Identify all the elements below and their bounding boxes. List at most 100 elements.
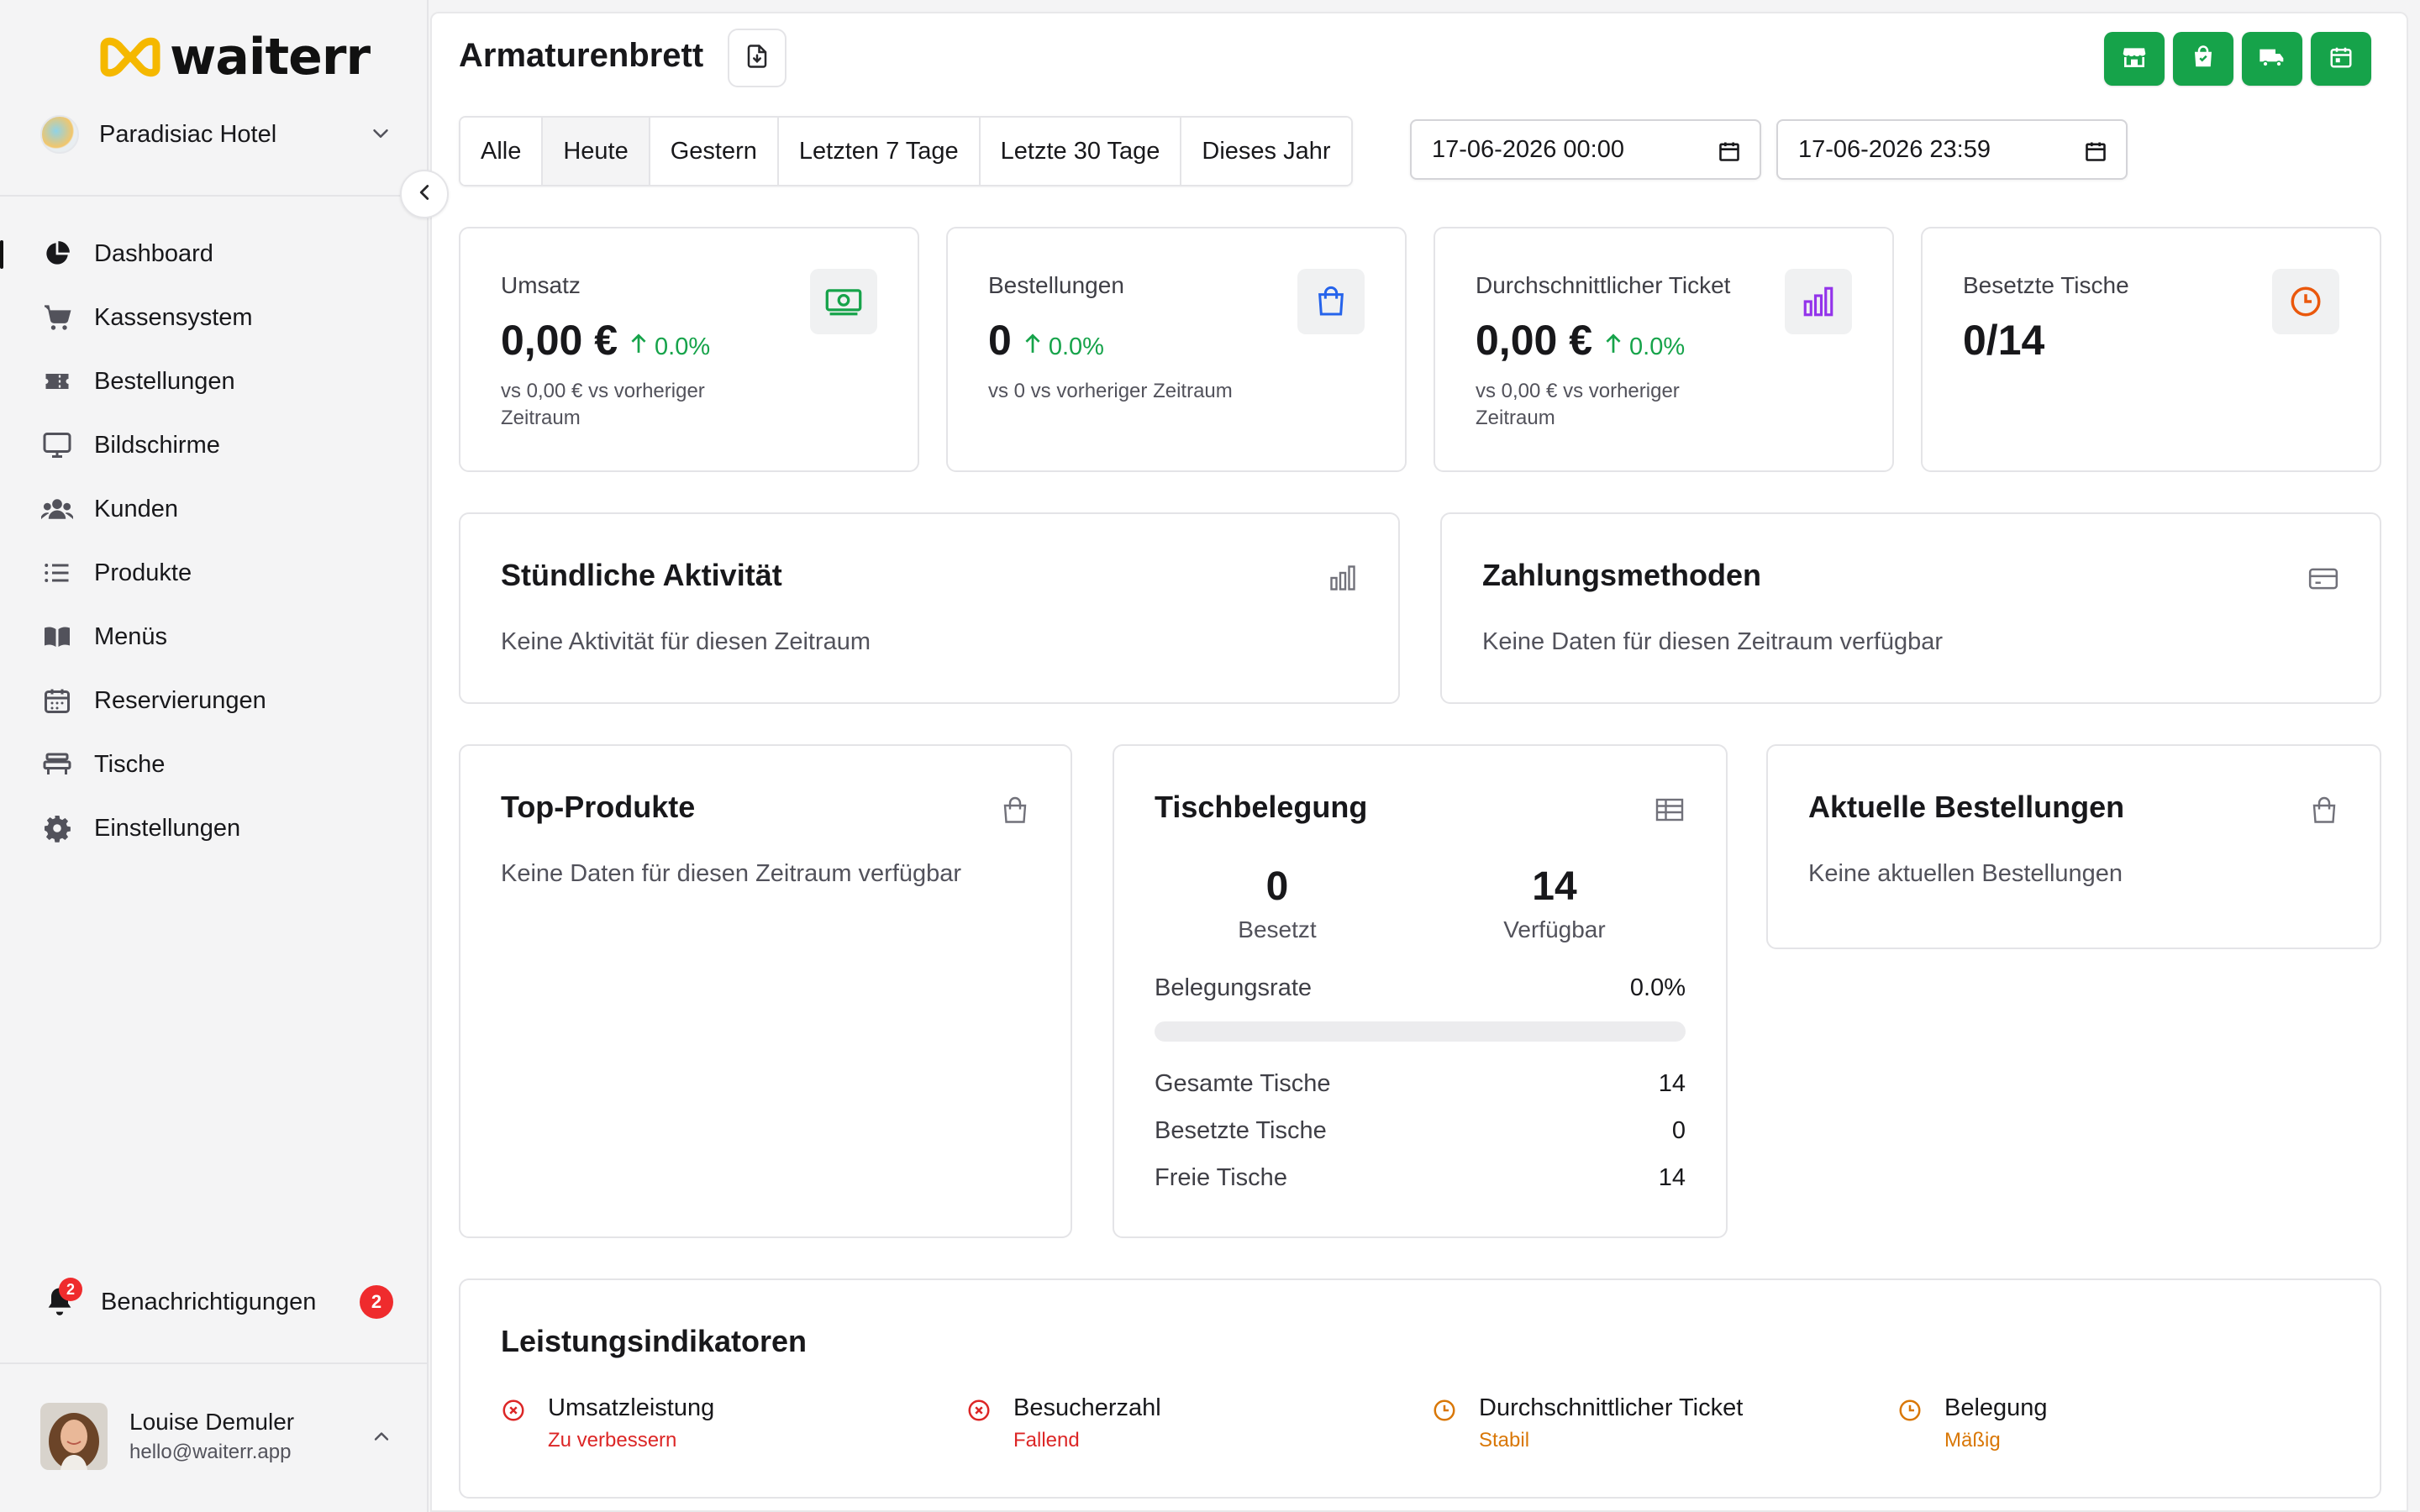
sidebar-item-kassensystem[interactable]: Kassensystem bbox=[0, 286, 429, 349]
kpi-value-row: 0 0.0% bbox=[988, 316, 1104, 365]
empty-state: Keine aktuellen Bestellungen bbox=[1808, 860, 2123, 887]
notifications-button[interactable]: 2 Benachrichtigungen 2 bbox=[40, 1277, 393, 1327]
sidebar-item-bestellungen[interactable]: Bestellungen bbox=[0, 349, 429, 413]
sidebar-item-label: Menüs bbox=[94, 622, 168, 650]
indicator-status: Zu verbessern bbox=[548, 1429, 677, 1452]
table-grid-icon bbox=[1654, 795, 1686, 829]
available-stat: 14 Verfügbar bbox=[1479, 864, 1630, 943]
performance-indicators-card: Leistungsindikatoren Umsatzleistung Zu v… bbox=[459, 1278, 2381, 1499]
shopping-bag-icon bbox=[1297, 269, 1365, 334]
kpi-delta-value: 0.0% bbox=[1048, 333, 1104, 360]
indicator-average-ticket: Durchschnittlicher Ticket Stabil bbox=[1432, 1394, 1743, 1452]
kpi-delta: 0.0% bbox=[629, 333, 710, 361]
period-last-30-days[interactable]: Letzte 30 Tage bbox=[980, 118, 1182, 185]
kpi-delta: 0.0% bbox=[1023, 333, 1104, 361]
arrow-up-icon bbox=[629, 333, 648, 361]
recent-orders-card: Aktuelle Bestellungen Keine aktuellen Be… bbox=[1766, 744, 2381, 949]
sidebar-item-produkte[interactable]: Produkte bbox=[0, 541, 429, 605]
avatar bbox=[40, 1403, 108, 1470]
indicator-title: Durchschnittlicher Ticket bbox=[1479, 1394, 1744, 1421]
indicator-status: Mäßig bbox=[1944, 1429, 2001, 1452]
indicator-visitors: Besucherzahl Fallend bbox=[966, 1394, 1161, 1452]
stat-label: Besetzte Tische bbox=[1155, 1117, 1327, 1144]
monitor-icon bbox=[40, 428, 74, 462]
main-content: Armaturenbrett bbox=[430, 12, 2408, 1512]
occupied-label: Besetzt bbox=[1238, 916, 1317, 942]
card-title: Top-Produkte bbox=[501, 790, 696, 824]
indicator-title: Belegung bbox=[1944, 1394, 2048, 1421]
credit-card-icon bbox=[2307, 563, 2339, 599]
user-menu[interactable]: Louise Demuler hello@waiterr.app bbox=[40, 1403, 393, 1470]
store-button[interactable] bbox=[2104, 32, 2165, 86]
hotel-selector[interactable]: Paradisiac Hotel bbox=[40, 114, 393, 155]
export-button[interactable] bbox=[728, 29, 786, 87]
card-title: Aktuelle Bestellungen bbox=[1808, 790, 2125, 824]
indicator-text: Durchschnittlicher Ticket Stabil bbox=[1479, 1394, 1743, 1452]
date-to-input[interactable]: 17-06-2026 23:59 bbox=[1776, 119, 2128, 180]
book-icon bbox=[40, 620, 74, 654]
kpi-comparison: vs 0,00 € vs vorheriger Zeitraum bbox=[501, 380, 705, 429]
notification-badge: 2 bbox=[59, 1278, 82, 1301]
sidebar-nav: Dashboard Kassensystem Bestellungen Bild… bbox=[0, 222, 429, 860]
sidebar-item-menus[interactable]: Menüs bbox=[0, 605, 429, 669]
kpi-card-occupied-tables: Besetzte Tische 0/14 bbox=[1921, 227, 2381, 472]
period-yesterday[interactable]: Gestern bbox=[650, 118, 779, 185]
clock-icon bbox=[1432, 1398, 1457, 1423]
occupancy-rate-row: Belegungsrate 0.0% bbox=[1155, 974, 1686, 1002]
period-today[interactable]: Heute bbox=[543, 118, 650, 185]
stat-value: 0 bbox=[1671, 1117, 1686, 1144]
date-to-value: 17-06-2026 23:59 bbox=[1798, 135, 1991, 163]
occupancy-rate-label: Belegungsrate bbox=[1155, 974, 1313, 1001]
period-all[interactable]: Alle bbox=[460, 118, 544, 185]
shopping-bag-icon bbox=[1000, 795, 1030, 831]
period-last-7-days[interactable]: Letzten 7 Tage bbox=[778, 118, 981, 185]
date-from-input[interactable]: 17-06-2026 00:00 bbox=[1410, 119, 1761, 180]
sidebar-item-dashboard[interactable]: Dashboard bbox=[0, 222, 429, 286]
collapse-sidebar-button[interactable] bbox=[400, 170, 449, 218]
delivery-button[interactable] bbox=[2242, 32, 2302, 86]
available-label: Verfügbar bbox=[1503, 916, 1606, 942]
brand-logo[interactable]: waiterr bbox=[99, 28, 371, 87]
takeaway-button[interactable] bbox=[2173, 32, 2233, 86]
arrow-up-icon bbox=[1604, 333, 1623, 361]
kpi-delta-value: 0.0% bbox=[655, 333, 711, 360]
sidebar-item-tische[interactable]: Tische bbox=[0, 732, 429, 796]
period-this-year[interactable]: Dieses Jahr bbox=[1181, 118, 1351, 185]
clock-icon bbox=[2272, 269, 2339, 334]
kpi-delta-value: 0.0% bbox=[1629, 333, 1686, 360]
indicator-text: Belegung Mäßig bbox=[1944, 1394, 2048, 1452]
sidebar-item-label: Bildschirme bbox=[94, 431, 220, 459]
arrow-up-icon bbox=[1023, 333, 1042, 361]
bell-icon: 2 bbox=[40, 1278, 82, 1321]
kpi-value: 0/14 bbox=[1963, 317, 2045, 364]
card-title: Zahlungsmethoden bbox=[1482, 558, 1761, 592]
sidebar-item-kunden[interactable]: Kunden bbox=[0, 477, 429, 541]
brand-name: waiterr bbox=[170, 28, 371, 87]
empty-state: Keine Daten für diesen Zeitraum verfügba… bbox=[501, 860, 962, 887]
kpi-value: 0,00 € bbox=[1476, 317, 1593, 364]
sidebar-item-reservierungen[interactable]: Reservierungen bbox=[0, 669, 429, 732]
indicator-status: Stabil bbox=[1479, 1429, 1530, 1452]
table-icon bbox=[40, 748, 74, 781]
card-title: Leistungsindikatoren bbox=[501, 1324, 808, 1358]
calendar-icon[interactable] bbox=[2084, 139, 2107, 170]
reservation-button[interactable] bbox=[2311, 32, 2371, 86]
sidebar-item-einstellungen[interactable]: Einstellungen bbox=[0, 796, 429, 860]
sidebar-item-bildschirme[interactable]: Bildschirme bbox=[0, 413, 429, 477]
bar-chart-icon bbox=[1785, 269, 1852, 334]
sidebar-item-label: Tische bbox=[94, 750, 166, 778]
sidebar-item-label: Bestellungen bbox=[94, 367, 235, 395]
hotel-name: Paradisiac Hotel bbox=[99, 120, 277, 148]
store-icon bbox=[2121, 44, 2148, 75]
sidebar-item-label: Einstellungen bbox=[94, 814, 241, 842]
kpi-value-row: 0/14 bbox=[1963, 316, 2044, 365]
calendar-icon[interactable] bbox=[1718, 139, 1741, 170]
chevron-left-icon bbox=[412, 180, 437, 209]
occupancy-rate-value: 0.0% bbox=[1629, 974, 1686, 1001]
calendar-icon bbox=[40, 684, 74, 717]
quick-actions bbox=[2104, 32, 2371, 86]
file-download-icon bbox=[744, 44, 770, 73]
bar-chart-icon bbox=[1328, 563, 1358, 597]
kpi-delta: 0.0% bbox=[1604, 333, 1685, 361]
gear-icon bbox=[40, 811, 74, 845]
